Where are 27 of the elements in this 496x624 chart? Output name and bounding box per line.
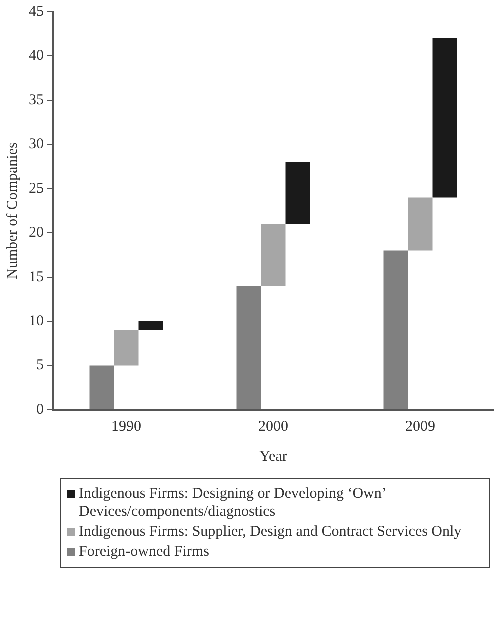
bar <box>286 162 310 224</box>
bar <box>90 366 114 410</box>
y-tick-label: 30 <box>29 136 44 153</box>
bar <box>114 330 139 366</box>
legend-label: Indigenous Firms: Designing or Developing ‘Own’ Devices/components/diagnostics <box>79 485 387 521</box>
x-tick-label: 2000 <box>258 418 288 435</box>
y-tick-label: 40 <box>29 48 44 64</box>
y-tick-label: 0 <box>36 402 44 418</box>
bar <box>236 286 262 410</box>
y-tick-label: 45 <box>29 4 44 20</box>
bar <box>261 224 286 286</box>
y-tick-label: 5 <box>36 358 44 374</box>
y-axis-title: Number of Companies <box>4 142 21 280</box>
bar <box>138 322 164 330</box>
x-tick-label: 1990 <box>112 418 142 435</box>
y-tick-label: 35 <box>29 92 44 108</box>
y-tick-label: 15 <box>29 269 44 286</box>
bar <box>408 198 433 251</box>
bar <box>432 38 458 198</box>
y-tick-label: 25 <box>29 180 44 197</box>
y-tick-label: 10 <box>29 313 44 330</box>
legend-label: Foreign-owned Firms <box>79 543 210 561</box>
bar <box>384 250 408 410</box>
x-tick-label: 2009 <box>406 418 436 435</box>
y-tick-label: 20 <box>29 225 44 242</box>
legend-label: Indigenous Firms: Supplier, Design and Contract Services Only <box>79 523 462 541</box>
x-axis-title: Year <box>260 448 288 465</box>
